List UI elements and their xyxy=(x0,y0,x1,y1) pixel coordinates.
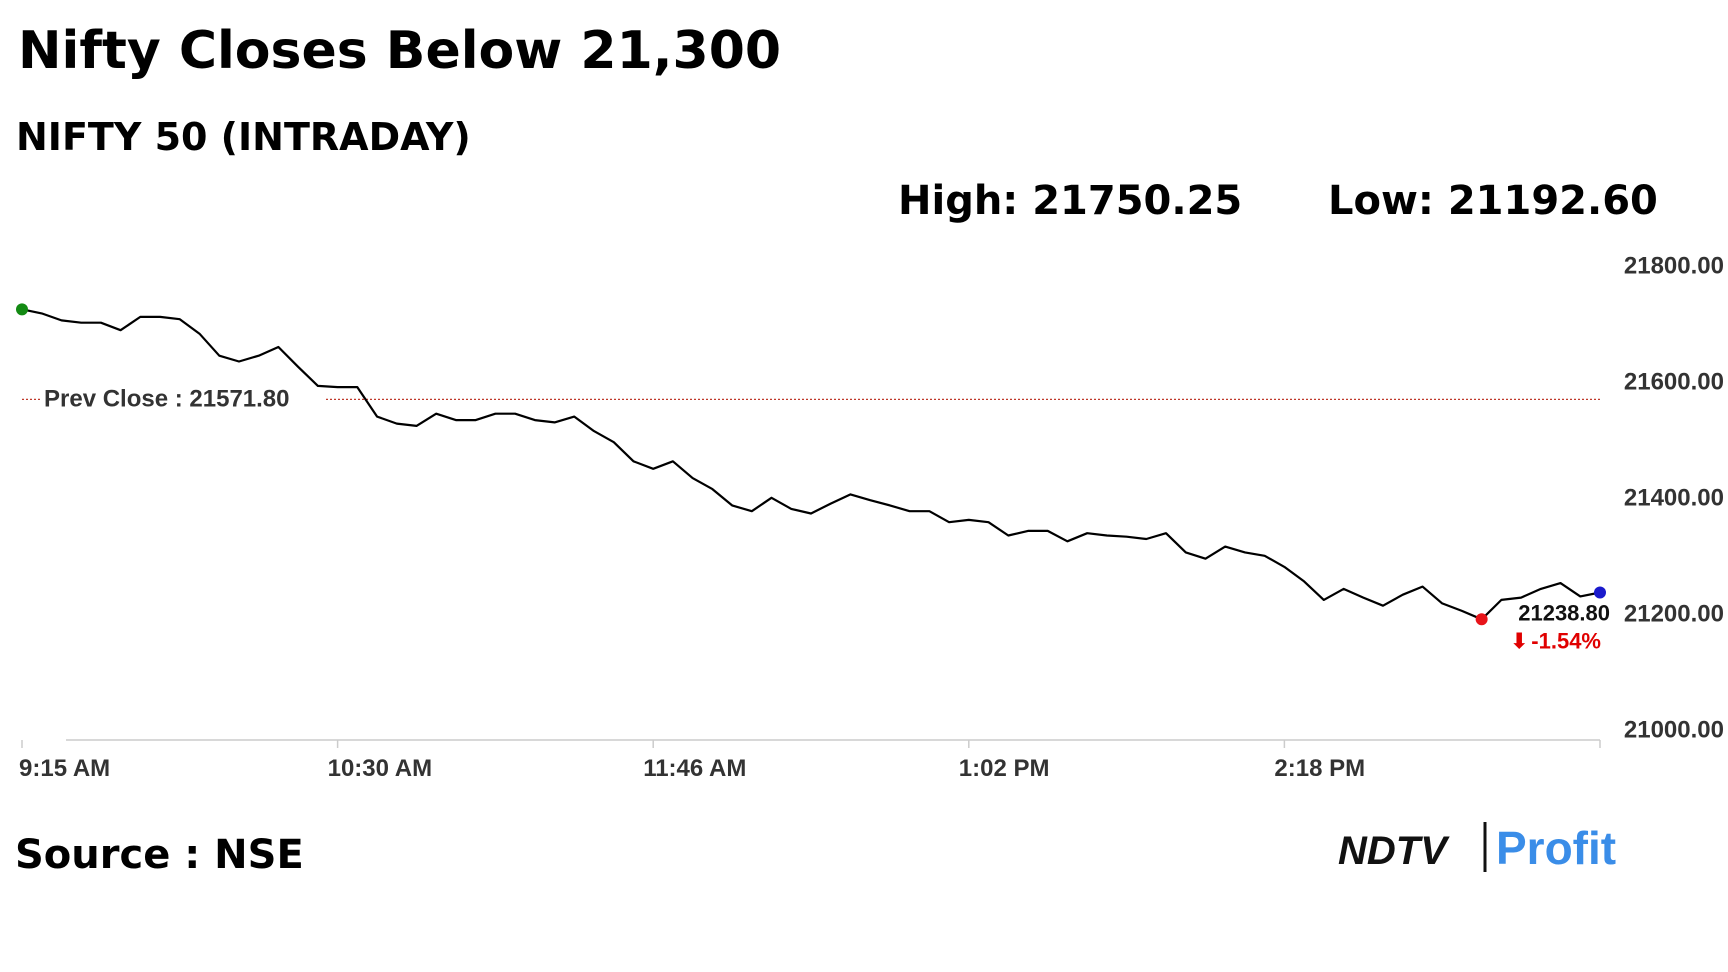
y-tick-label: 21000.00 xyxy=(1624,716,1724,743)
end-value-label: 21238.80 xyxy=(1518,600,1610,625)
logo-ndtv: NDTV xyxy=(1338,829,1450,873)
y-tick-label: 21200.00 xyxy=(1624,600,1724,627)
y-tick-label: 21800.00 xyxy=(1624,252,1724,279)
source: Source : NSE xyxy=(15,832,304,878)
change-label: -1.54% xyxy=(1531,628,1601,653)
y-tick-label: 21600.00 xyxy=(1624,368,1724,395)
marker xyxy=(16,303,28,316)
x-tick-label: 1:02 PM xyxy=(959,755,1050,782)
chart-subtitle: NIFTY 50 (INTRADAY) xyxy=(16,115,471,159)
marker xyxy=(1475,613,1488,626)
x-tick-label: 2:18 PM xyxy=(1274,755,1365,782)
x-tick-label: 9:15 AM xyxy=(19,755,110,782)
price-line xyxy=(21,308,1601,621)
logo-profit: Profit xyxy=(1496,822,1616,874)
x-tick-label: 11:46 AM xyxy=(643,755,746,782)
prev-close-bg xyxy=(40,381,326,418)
chart-title: Nifty Closes Below 21,300 xyxy=(18,21,781,81)
prev-close-label: Prev Close : 21571.80 xyxy=(44,386,290,413)
y-tick-label: 21400.00 xyxy=(1624,484,1724,511)
x-tick-label: 10:30 AM xyxy=(328,755,432,782)
marker xyxy=(1594,586,1606,599)
high-label: High: 21750.25 xyxy=(898,178,1242,224)
low-label: Low: 21192.60 xyxy=(1328,178,1658,224)
change-arrow: ⬇ xyxy=(1510,628,1528,653)
